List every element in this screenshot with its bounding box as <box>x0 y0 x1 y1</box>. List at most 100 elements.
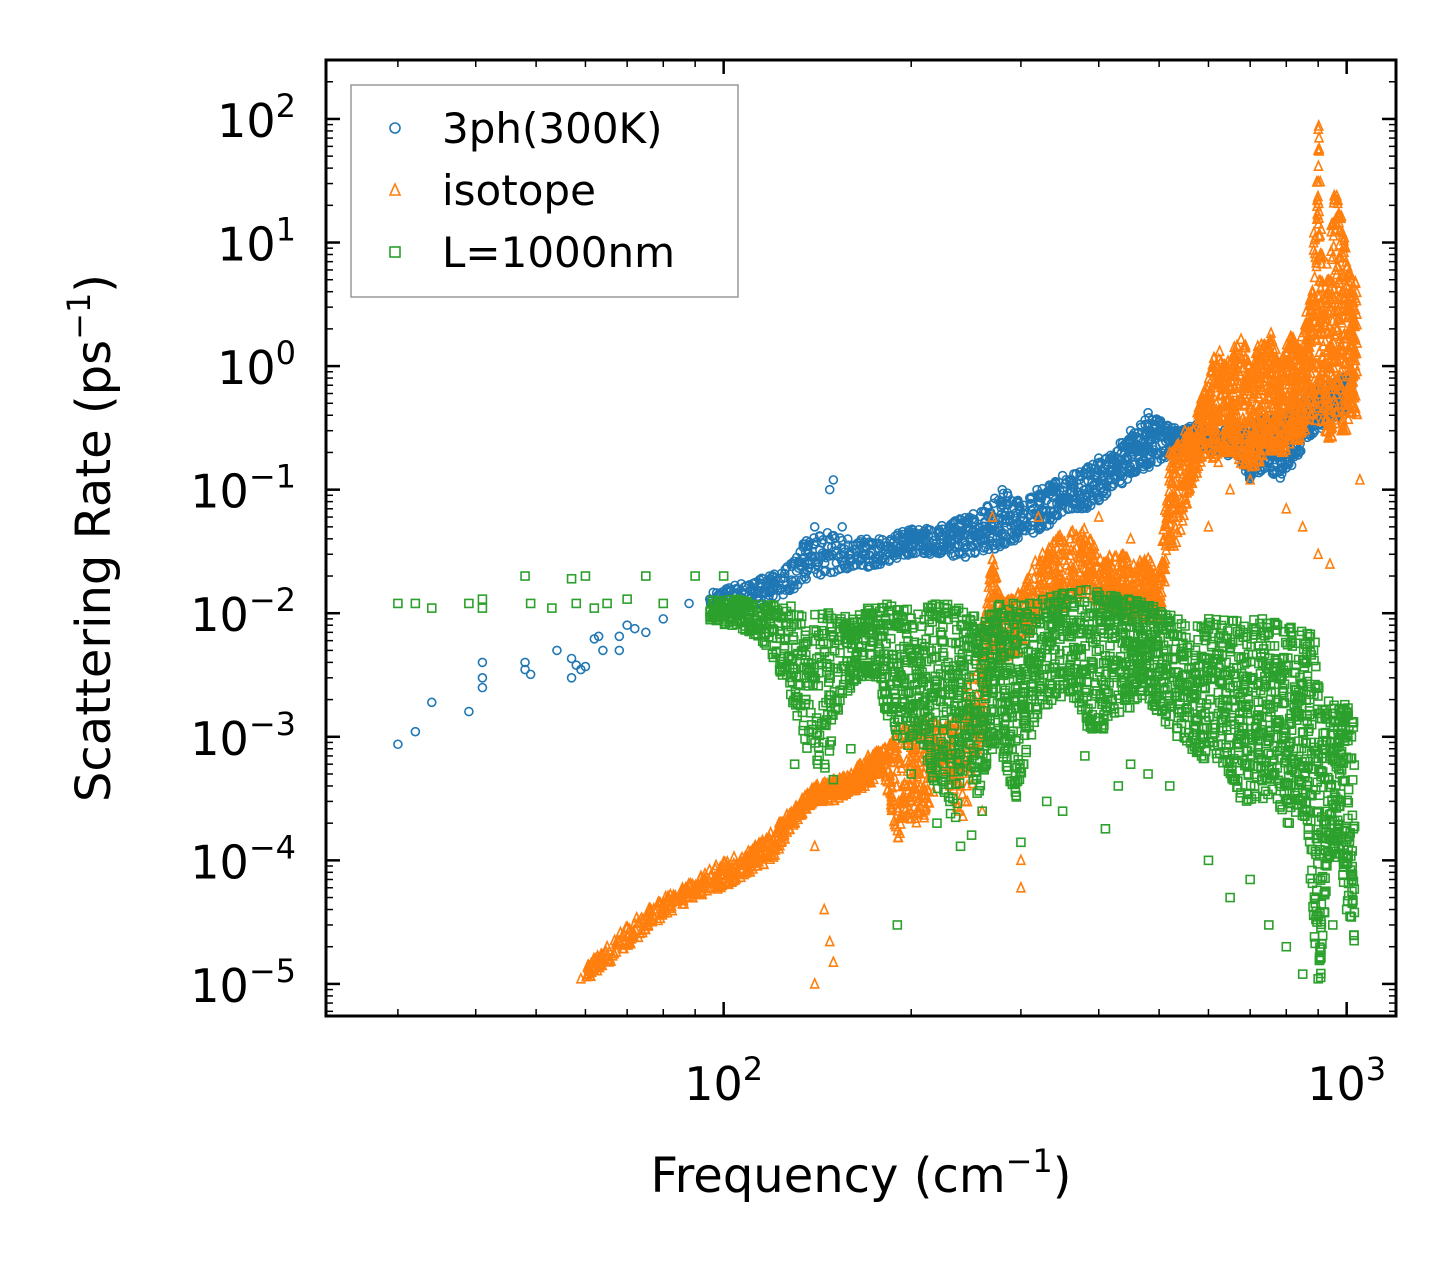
data-point <box>980 521 990 532</box>
data-point <box>824 774 836 787</box>
data-point <box>1144 413 1154 423</box>
data-point <box>566 673 577 683</box>
data-point <box>1071 469 1081 480</box>
data-point <box>779 827 790 840</box>
data-point <box>836 563 847 574</box>
data-point <box>1087 567 1098 580</box>
data-point <box>987 532 998 543</box>
data-point <box>1104 549 1115 561</box>
data-point <box>892 803 904 816</box>
data-point <box>1010 532 1021 542</box>
data-point <box>1156 556 1167 569</box>
data-point <box>999 510 1010 521</box>
data-point <box>815 570 826 580</box>
data-point <box>783 585 794 595</box>
data-point <box>906 534 916 544</box>
data-point <box>676 882 688 894</box>
data-point <box>1094 495 1105 505</box>
data-point <box>862 768 873 781</box>
data-point <box>655 911 666 924</box>
data-point <box>990 493 1000 504</box>
data-point <box>839 778 851 791</box>
data-point <box>829 793 840 806</box>
data-point <box>598 645 608 656</box>
data-point <box>605 952 616 965</box>
data-point <box>799 557 810 567</box>
data-point <box>812 560 822 570</box>
data-point <box>780 572 790 583</box>
data-point <box>665 887 676 900</box>
data-point <box>652 913 664 926</box>
data-point <box>1076 503 1087 514</box>
data-point <box>1138 461 1149 472</box>
data-point <box>991 570 1002 583</box>
data-point <box>961 778 973 791</box>
data-point <box>1154 417 1164 428</box>
data-point <box>906 793 917 806</box>
data-point <box>881 544 891 555</box>
data-point <box>1107 561 1118 574</box>
data-point <box>891 779 902 792</box>
data-point <box>755 844 767 857</box>
data-point <box>594 960 605 973</box>
data-point <box>928 784 939 797</box>
data-point <box>623 935 634 948</box>
data-point <box>1148 587 1159 600</box>
data-point <box>1049 505 1059 516</box>
data-point <box>1095 552 1106 564</box>
data-point <box>949 522 960 533</box>
data-point <box>894 755 905 767</box>
data-point <box>882 750 894 762</box>
data-point <box>643 914 655 927</box>
data-point <box>1054 559 1065 572</box>
data-point <box>690 878 701 891</box>
data-point <box>645 904 657 917</box>
data-point <box>894 751 905 764</box>
data-point <box>1164 430 1174 440</box>
data-point <box>1125 425 1136 436</box>
data-point <box>836 543 847 553</box>
data-point <box>820 779 831 792</box>
data-point <box>612 933 624 946</box>
data-point <box>1073 565 1085 577</box>
data-point <box>822 527 833 538</box>
data-point <box>520 664 530 675</box>
data-point <box>988 564 1000 576</box>
data-point <box>731 871 742 884</box>
data-point <box>1080 541 1091 554</box>
data-point <box>828 475 839 485</box>
data-point <box>860 549 871 559</box>
data-point <box>582 960 593 973</box>
data-point <box>810 778 822 791</box>
data-point <box>865 550 875 560</box>
data-point <box>1059 495 1070 505</box>
data-point <box>1081 469 1091 480</box>
data-point <box>1146 457 1156 467</box>
data-point <box>1127 447 1138 457</box>
data-point <box>1094 565 1105 578</box>
data-point <box>913 794 924 807</box>
data-point <box>588 951 600 964</box>
data-point <box>789 559 800 569</box>
data-point <box>1143 459 1153 470</box>
data-point <box>878 553 889 563</box>
data-point <box>520 657 530 668</box>
data-point <box>1136 565 1148 578</box>
data-point <box>861 534 872 544</box>
data-point <box>1068 543 1080 556</box>
data-point <box>1132 446 1143 457</box>
data-point <box>791 552 802 563</box>
data-point <box>906 743 918 756</box>
data-point <box>906 786 917 799</box>
data-point <box>824 534 835 545</box>
data-point <box>779 823 790 836</box>
data-point <box>643 905 654 917</box>
data-point <box>891 547 902 558</box>
data-point <box>944 522 954 532</box>
data-point <box>803 541 813 551</box>
data-point <box>983 544 994 555</box>
data-point <box>1122 564 1133 577</box>
data-point <box>944 528 955 538</box>
data-point <box>854 757 865 770</box>
data-point <box>835 533 845 543</box>
